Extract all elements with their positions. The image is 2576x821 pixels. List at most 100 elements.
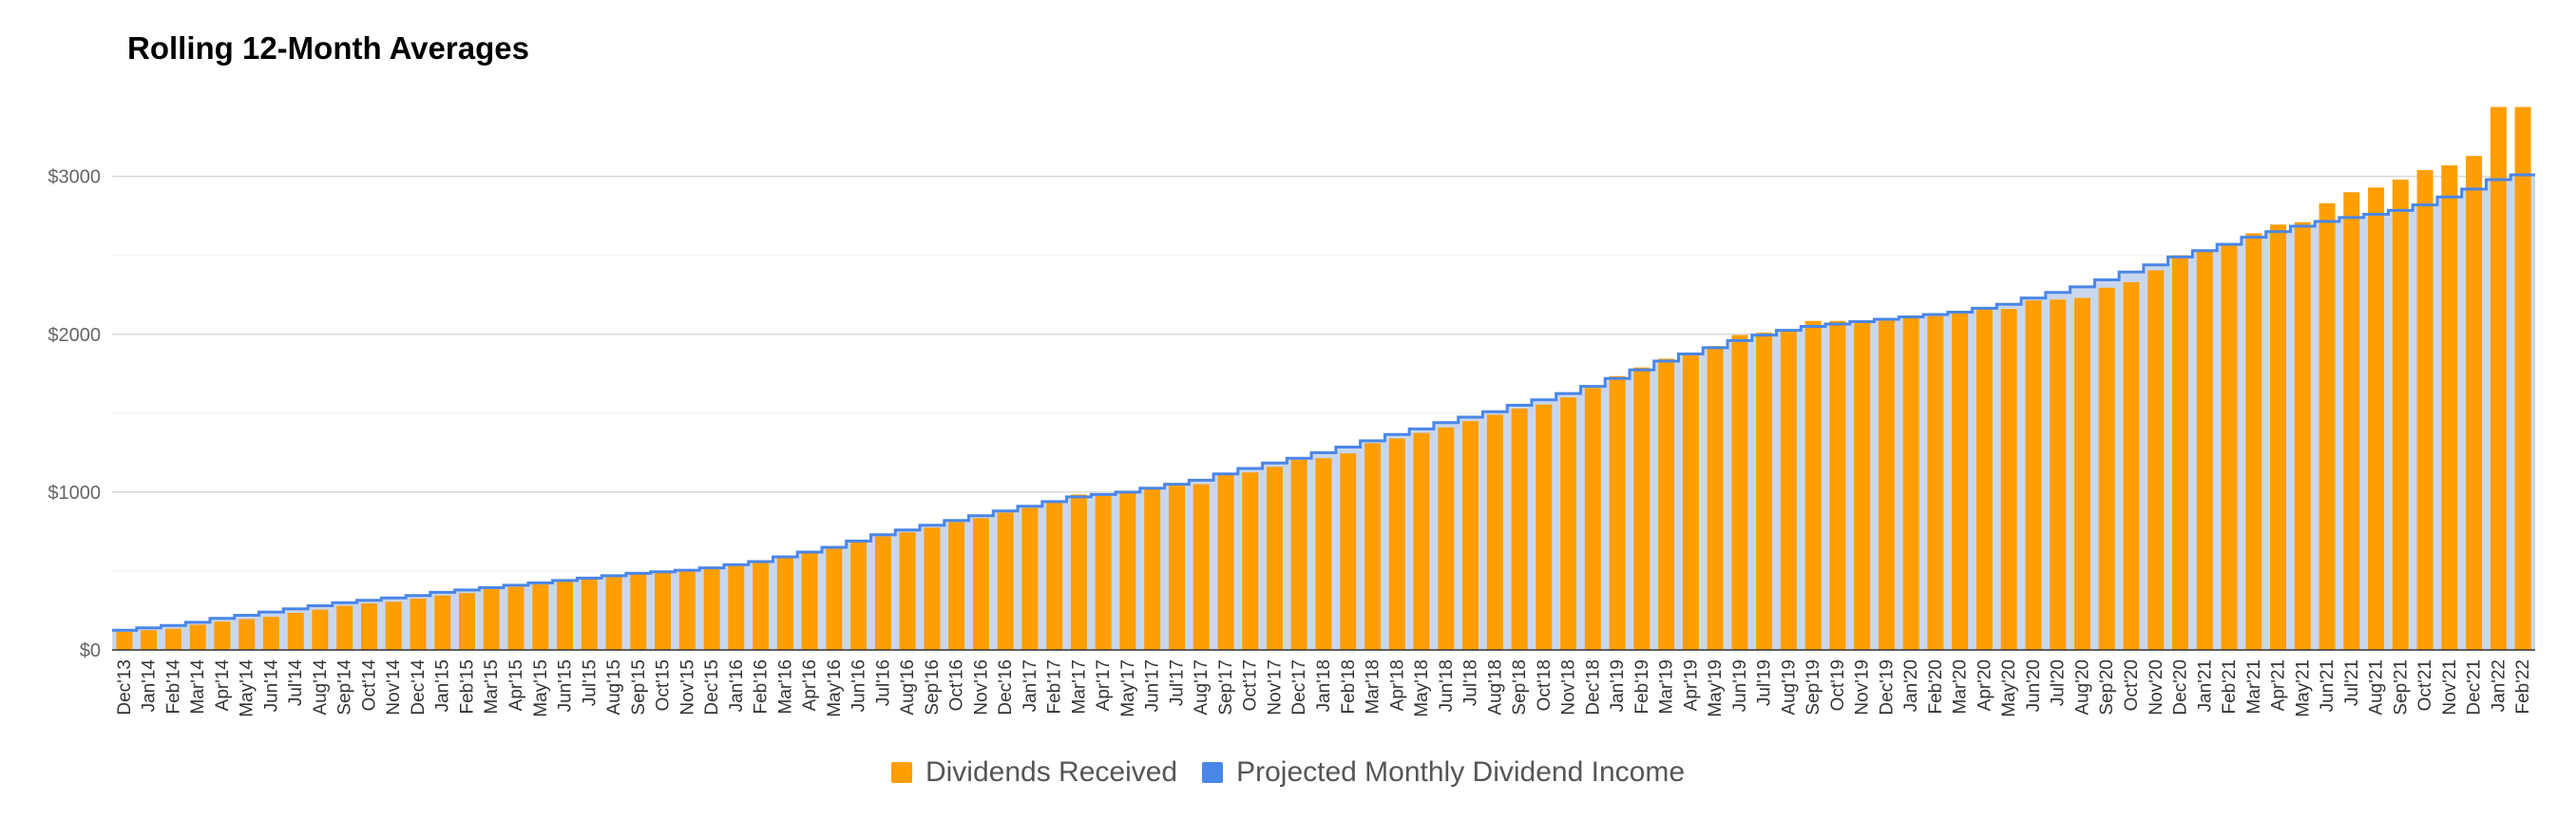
bar-dividends-received[interactable] [1438,427,1455,650]
bar-dividends-received[interactable] [1511,408,1528,650]
bar-dividends-received[interactable] [2270,224,2286,651]
bar-dividends-received[interactable] [2221,244,2238,650]
bar-dividends-received[interactable] [1658,358,1675,651]
bar-dividends-received[interactable] [1854,321,1871,651]
bar-dividends-received[interactable] [1169,486,1185,650]
bar-dividends-received[interactable] [1633,367,1651,650]
bar-dividends-received[interactable] [1144,488,1161,650]
bar-dividends-received[interactable] [2245,233,2262,651]
bar-dividends-received[interactable] [1267,467,1283,650]
bar-dividends-received[interactable] [2441,165,2458,650]
bar-dividends-received[interactable] [1756,333,1773,650]
bar-dividends-received[interactable] [1584,388,1601,650]
bar-dividends-received[interactable] [1927,315,1944,650]
bar-dividends-received[interactable] [262,617,279,650]
bar-dividends-received[interactable] [1829,320,1846,650]
bar-dividends-received[interactable] [1707,346,1724,650]
bar-dividends-received[interactable] [532,584,549,650]
bar-dividends-received[interactable] [116,631,133,650]
bar-dividends-received[interactable] [997,512,1014,651]
bar-dividends-received[interactable] [1046,502,1063,650]
bar-dividends-received[interactable] [1902,317,1919,650]
bar-dividends-received[interactable] [239,619,256,650]
bar-dividends-received[interactable] [2123,282,2140,650]
bar-dividends-received[interactable] [801,552,818,650]
bar-dividends-received[interactable] [1290,459,1307,650]
bar-dividends-received[interactable] [753,562,770,650]
bar-dividends-received[interactable] [2343,192,2360,651]
bar-dividends-received[interactable] [2490,106,2507,651]
bar-dividends-received[interactable] [1364,443,1381,650]
bar-dividends-received[interactable] [434,595,451,650]
bar-dividends-received[interactable] [728,564,745,650]
bar-dividends-received[interactable] [1193,484,1210,650]
bar-dividends-received[interactable] [336,605,353,651]
bar-dividends-received[interactable] [2000,309,2017,650]
bar-dividends-received[interactable] [850,541,868,650]
bar-dividends-received[interactable] [2196,250,2213,650]
bar-dividends-received[interactable] [2392,180,2409,650]
bar-dividends-received[interactable] [141,630,158,650]
legend-item-dividends-received[interactable]: Dividends Received [890,756,1177,789]
bar-dividends-received[interactable] [972,518,989,650]
bar-dividends-received[interactable] [507,586,525,650]
legend-item-projected-income[interactable]: Projected Monthly Dividend Income [1202,756,1685,789]
bar-dividends-received[interactable] [2368,187,2385,651]
bar-dividends-received[interactable] [1780,330,1797,650]
bar-dividends-received[interactable] [2147,270,2165,651]
bar-dividends-received[interactable] [2098,287,2115,650]
bar-dividends-received[interactable] [2294,221,2311,651]
bar-dividends-received[interactable] [1560,397,1577,650]
bar-dividends-received[interactable] [1952,312,1969,651]
bar-dividends-received[interactable] [214,621,231,650]
bar-dividends-received[interactable] [948,522,965,651]
bar-dividends-received[interactable] [287,613,304,650]
bar-dividends-received[interactable] [1536,404,1553,650]
bar-dividends-received[interactable] [361,603,377,650]
bar-dividends-received[interactable] [581,578,598,650]
bar-dividends-received[interactable] [312,609,329,650]
bar-dividends-received[interactable] [1388,438,1405,650]
bar-dividends-received[interactable] [899,532,916,650]
bar-dividends-received[interactable] [1462,421,1479,650]
bar-dividends-received[interactable] [1413,432,1430,650]
bar-dividends-received[interactable] [678,570,696,650]
bar-dividends-received[interactable] [1242,472,1259,650]
bar-dividends-received[interactable] [826,547,843,650]
bar-dividends-received[interactable] [410,599,427,650]
bar-dividends-received[interactable] [2416,170,2433,650]
bar-dividends-received[interactable] [1340,453,1357,650]
bar-dividends-received[interactable] [1682,353,1699,650]
bar-dividends-received[interactable] [2025,300,2042,650]
bar-dividends-received[interactable] [1609,375,1626,650]
bar-dividends-received[interactable] [2318,202,2336,650]
bar-dividends-received[interactable] [1021,507,1039,651]
bar-dividends-received[interactable] [1095,496,1112,650]
bar-dividends-received[interactable] [1486,414,1503,651]
bar-dividends-received[interactable] [2466,156,2483,651]
bar-dividends-received[interactable] [874,536,891,650]
bar-dividends-received[interactable] [385,601,402,650]
bar-dividends-received[interactable] [655,571,671,650]
bar-dividends-received[interactable] [483,589,500,650]
bar-dividends-received[interactable] [776,557,793,650]
bar-dividends-received[interactable] [605,575,622,650]
bar-dividends-received[interactable] [164,628,181,650]
bar-dividends-received[interactable] [1804,320,1822,650]
bar-dividends-received[interactable] [2172,255,2188,650]
bar-dividends-received[interactable] [1878,318,1895,650]
bar-dividends-received[interactable] [1731,334,1748,650]
bar-dividends-received[interactable] [2050,299,2067,650]
bar-dividends-received[interactable] [1315,458,1332,650]
bar-dividends-received[interactable] [1976,308,1993,650]
bar-dividends-received[interactable] [703,567,720,650]
bar-dividends-received[interactable] [459,593,475,650]
bar-dividends-received[interactable] [924,527,941,650]
bar-dividends-received[interactable] [2074,297,2090,650]
bar-dividends-received[interactable] [2514,106,2531,651]
bar-dividends-received[interactable] [630,573,647,650]
bar-dividends-received[interactable] [1070,494,1087,650]
bar-dividends-received[interactable] [1217,473,1234,650]
bar-dividends-received[interactable] [1119,492,1136,650]
bar-dividends-received[interactable] [189,624,206,650]
